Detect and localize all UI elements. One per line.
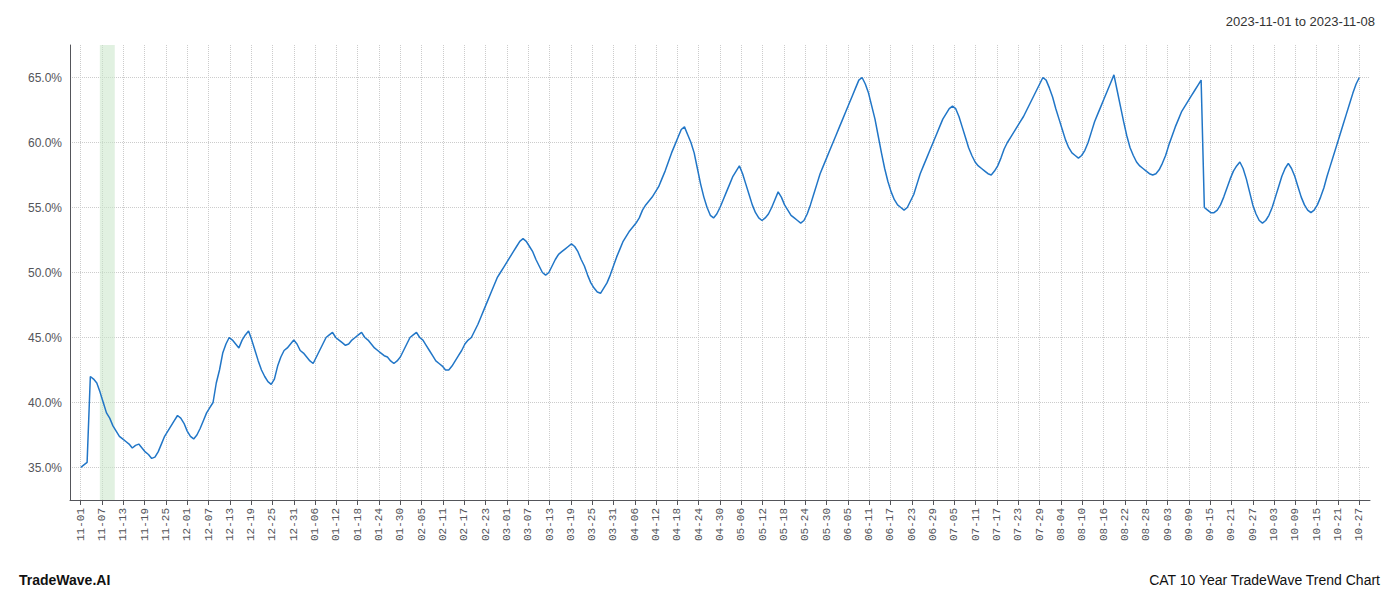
svg-text:07-17: 07-17 <box>991 508 1003 541</box>
svg-text:07-05: 07-05 <box>948 508 960 541</box>
svg-text:08-28: 08-28 <box>1140 508 1152 541</box>
svg-text:45.0%: 45.0% <box>28 331 62 345</box>
svg-text:12-13: 12-13 <box>224 508 236 541</box>
svg-text:01-18: 01-18 <box>352 508 364 541</box>
svg-text:09-09: 09-09 <box>1183 508 1195 541</box>
svg-text:03-01: 03-01 <box>501 508 513 541</box>
svg-text:04-18: 04-18 <box>671 508 683 541</box>
svg-text:08-10: 08-10 <box>1076 508 1088 541</box>
svg-text:09-15: 09-15 <box>1204 508 1216 541</box>
svg-text:07-11: 07-11 <box>970 508 982 541</box>
svg-text:12-07: 12-07 <box>203 508 215 541</box>
svg-text:03-19: 03-19 <box>565 508 577 541</box>
svg-text:35.0%: 35.0% <box>28 461 62 475</box>
svg-text:10-15: 10-15 <box>1311 508 1323 541</box>
svg-text:CAT 10 Year TradeWave Trend Ch: CAT 10 Year TradeWave Trend Chart <box>1149 572 1380 588</box>
svg-text:02-05: 02-05 <box>416 508 428 541</box>
svg-text:10-03: 10-03 <box>1268 508 1280 541</box>
svg-text:03-31: 03-31 <box>607 508 619 541</box>
svg-text:12-19: 12-19 <box>245 508 257 541</box>
svg-text:05-30: 05-30 <box>821 508 833 541</box>
svg-text:03-07: 03-07 <box>522 508 534 541</box>
svg-text:02-23: 02-23 <box>480 508 492 541</box>
svg-text:06-11: 06-11 <box>863 508 875 541</box>
svg-text:07-29: 07-29 <box>1034 508 1046 541</box>
svg-text:08-16: 08-16 <box>1098 508 1110 541</box>
svg-text:10-09: 10-09 <box>1289 508 1301 541</box>
svg-text:09-21: 09-21 <box>1225 508 1237 541</box>
svg-text:TradeWave.AI: TradeWave.AI <box>19 572 110 588</box>
svg-text:02-11: 02-11 <box>437 508 449 541</box>
svg-text:03-25: 03-25 <box>586 508 598 541</box>
svg-text:08-04: 08-04 <box>1055 508 1067 541</box>
svg-text:01-06: 01-06 <box>309 508 321 541</box>
svg-text:09-03: 09-03 <box>1162 508 1174 541</box>
svg-text:50.0%: 50.0% <box>28 266 62 280</box>
svg-text:06-29: 06-29 <box>927 508 939 541</box>
svg-text:11-13: 11-13 <box>117 508 129 541</box>
svg-text:03-13: 03-13 <box>544 508 556 541</box>
svg-text:11-01: 11-01 <box>75 508 87 541</box>
svg-text:05-18: 05-18 <box>778 508 790 541</box>
svg-text:12-25: 12-25 <box>266 508 278 541</box>
svg-text:01-30: 01-30 <box>394 508 406 541</box>
svg-text:10-21: 10-21 <box>1332 508 1344 541</box>
svg-text:11-25: 11-25 <box>160 508 172 541</box>
svg-text:04-06: 04-06 <box>629 508 641 541</box>
svg-text:65.0%: 65.0% <box>28 71 62 85</box>
svg-text:10-27: 10-27 <box>1353 508 1365 541</box>
svg-text:01-24: 01-24 <box>373 508 385 541</box>
svg-text:40.0%: 40.0% <box>28 396 62 410</box>
svg-text:12-01: 12-01 <box>181 508 193 541</box>
svg-text:60.0%: 60.0% <box>28 136 62 150</box>
svg-text:11-07: 11-07 <box>96 508 108 541</box>
svg-text:12-31: 12-31 <box>288 508 300 541</box>
svg-text:01-12: 01-12 <box>330 508 342 541</box>
svg-text:09-27: 09-27 <box>1247 508 1259 541</box>
svg-text:04-30: 04-30 <box>714 508 726 541</box>
svg-text:07-23: 07-23 <box>1012 508 1024 541</box>
svg-text:06-17: 06-17 <box>884 508 896 541</box>
svg-text:05-24: 05-24 <box>799 508 811 541</box>
svg-text:06-05: 06-05 <box>842 508 854 541</box>
svg-text:11-19: 11-19 <box>139 508 151 541</box>
svg-text:2023-11-01 to 2023-11-08: 2023-11-01 to 2023-11-08 <box>1226 14 1375 29</box>
svg-text:04-24: 04-24 <box>693 508 705 541</box>
svg-text:02-17: 02-17 <box>458 508 470 541</box>
svg-text:55.0%: 55.0% <box>28 201 62 215</box>
svg-text:04-12: 04-12 <box>650 508 662 541</box>
svg-text:05-12: 05-12 <box>757 508 769 541</box>
svg-text:08-22: 08-22 <box>1119 508 1131 541</box>
svg-text:05-06: 05-06 <box>735 508 747 541</box>
svg-text:06-23: 06-23 <box>906 508 918 541</box>
